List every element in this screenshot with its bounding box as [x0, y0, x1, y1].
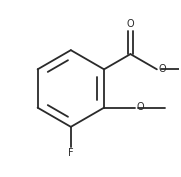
Text: O: O [136, 102, 144, 112]
Text: F: F [68, 149, 74, 158]
Text: O: O [127, 19, 134, 29]
Text: O: O [158, 64, 166, 74]
